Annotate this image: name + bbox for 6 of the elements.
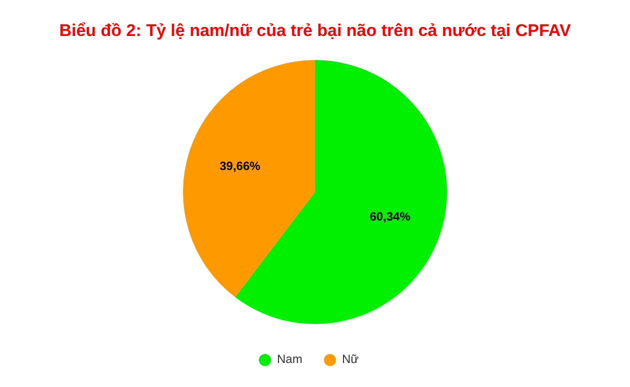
chart-title: Biểu đồ 2: Tỷ lệ nam/nữ của trẻ bại não trên cả nước tại CPFAV <box>59 21 572 40</box>
data-label: 60,34% <box>370 209 411 224</box>
pie-slice <box>183 60 315 298</box>
legend-label: Nam <box>277 352 302 366</box>
data-label: 39,66% <box>220 158 261 173</box>
legend-label: Nữ <box>342 352 359 366</box>
